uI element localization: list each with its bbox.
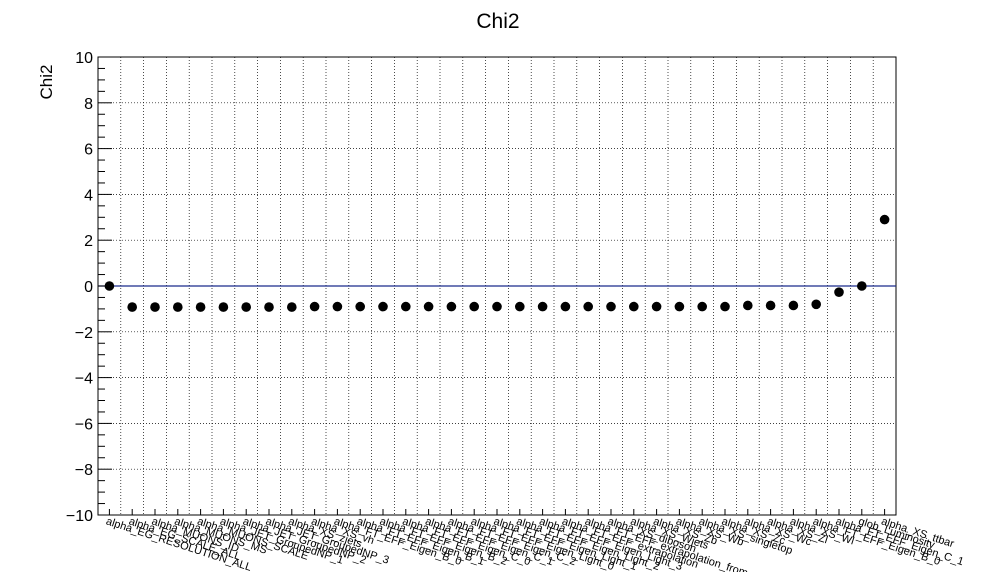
data-point xyxy=(378,301,388,312)
data-point xyxy=(241,302,251,312)
y-tick-label: −4 xyxy=(75,371,93,388)
data-point xyxy=(195,302,206,312)
y-axis: −10 −8 −6 −4 −2 0 2 4 6 8 10 xyxy=(66,50,112,525)
data-point xyxy=(309,301,320,312)
chart-title: Chi2 xyxy=(476,10,519,33)
data-point xyxy=(765,300,776,311)
y-tick-label: −2 xyxy=(75,325,93,342)
data-point xyxy=(651,301,662,312)
data-point xyxy=(104,281,115,291)
data-point xyxy=(332,301,343,312)
data-point xyxy=(743,300,753,311)
y-tick-label: −8 xyxy=(75,462,93,479)
data-point xyxy=(606,301,616,312)
y-tick-label: 10 xyxy=(75,50,93,67)
data-point xyxy=(401,301,411,312)
data-point xyxy=(857,281,867,291)
data-point xyxy=(173,302,183,312)
y-tick-label: 4 xyxy=(84,187,93,204)
y-tick-label: 6 xyxy=(84,142,93,159)
x-axis: alpha_EG_RESOLUTION_ALLalpha_EG_SCALE_AL… xyxy=(104,509,965,577)
data-point xyxy=(537,301,548,312)
data-point xyxy=(423,301,434,312)
data-point xyxy=(492,301,502,312)
data-point xyxy=(515,301,525,312)
y-tick-label: −10 xyxy=(66,508,93,525)
data-point xyxy=(560,301,571,312)
data-point xyxy=(355,301,366,312)
data-point xyxy=(264,302,274,312)
data-point xyxy=(150,302,160,312)
data-point xyxy=(720,301,730,312)
data-point xyxy=(583,301,593,312)
points-layer xyxy=(104,214,890,312)
data-point xyxy=(879,214,890,225)
data-point xyxy=(446,301,457,312)
data-point xyxy=(127,302,137,312)
data-point xyxy=(674,301,685,312)
data-point xyxy=(287,302,297,312)
data-point xyxy=(697,301,707,312)
data-point xyxy=(834,287,844,297)
y-tick-label: 0 xyxy=(84,279,93,296)
data-point xyxy=(469,301,480,312)
data-point xyxy=(788,300,799,311)
data-point xyxy=(218,302,229,312)
y-tick-label: 2 xyxy=(84,233,93,250)
y-tick-label: −6 xyxy=(75,416,93,433)
y-tick-label: 8 xyxy=(84,96,93,113)
y-axis-label: Chi2 xyxy=(37,65,56,100)
data-point xyxy=(811,299,821,310)
data-point xyxy=(629,301,639,312)
